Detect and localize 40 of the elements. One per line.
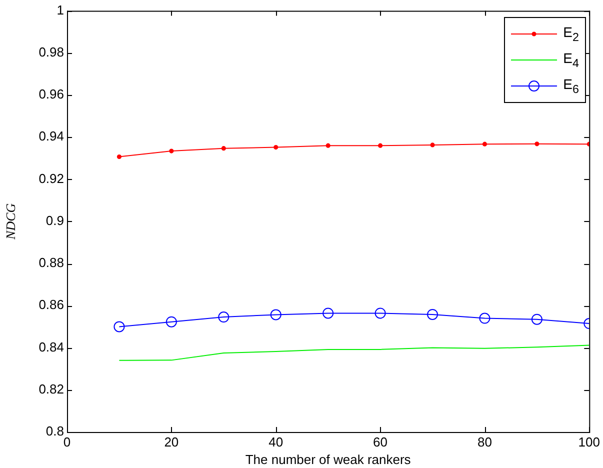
- x-tick-label: 60: [373, 434, 388, 450]
- y-tick-label: 0.9: [46, 212, 64, 228]
- y-tick-label: 0.96: [38, 86, 64, 102]
- point: [326, 143, 330, 148]
- point: [531, 314, 542, 325]
- x-tick-label: 0: [63, 434, 71, 450]
- point: [169, 148, 174, 154]
- y-tick-label: 0.82: [38, 381, 64, 396]
- x-tick-label: 80: [477, 434, 492, 450]
- y-tick-label: 0.86: [38, 297, 64, 312]
- x-axis-title: The number of weak rankers: [245, 452, 412, 467]
- x-tick-label: 40: [268, 434, 284, 450]
- point: [482, 142, 488, 146]
- y-tick-label: 1: [56, 2, 64, 18]
- y-tick-label: 0.92: [38, 170, 64, 186]
- point: [270, 309, 282, 320]
- y-tick-label: 0.98: [38, 44, 64, 60]
- x-tick-label: 20: [164, 434, 179, 450]
- y-axis-title: NDCG: [3, 202, 18, 240]
- point: [427, 308, 438, 320]
- point: [116, 154, 122, 160]
- point: [430, 142, 435, 148]
- point: [274, 144, 278, 150]
- point: [218, 312, 230, 323]
- point: [479, 312, 490, 324]
- point: [322, 308, 334, 319]
- point: [221, 146, 226, 151]
- legend-label: E$_{4}$: [563, 50, 579, 70]
- x-tick-label: 100: [578, 434, 600, 450]
- point: [534, 142, 540, 146]
- point: [374, 308, 386, 319]
- y-tick-label: 0.84: [38, 339, 64, 354]
- y-tick-label: 0.88: [38, 255, 64, 270]
- point: [378, 143, 383, 148]
- point: [114, 321, 125, 332]
- point: [166, 316, 177, 328]
- y-tick-label: 0.8: [46, 424, 64, 439]
- y-tick-label: 0.94: [38, 128, 64, 144]
- legend-label: E$_{2}$: [563, 24, 579, 44]
- legend-label: E$_{6}$: [563, 76, 579, 96]
